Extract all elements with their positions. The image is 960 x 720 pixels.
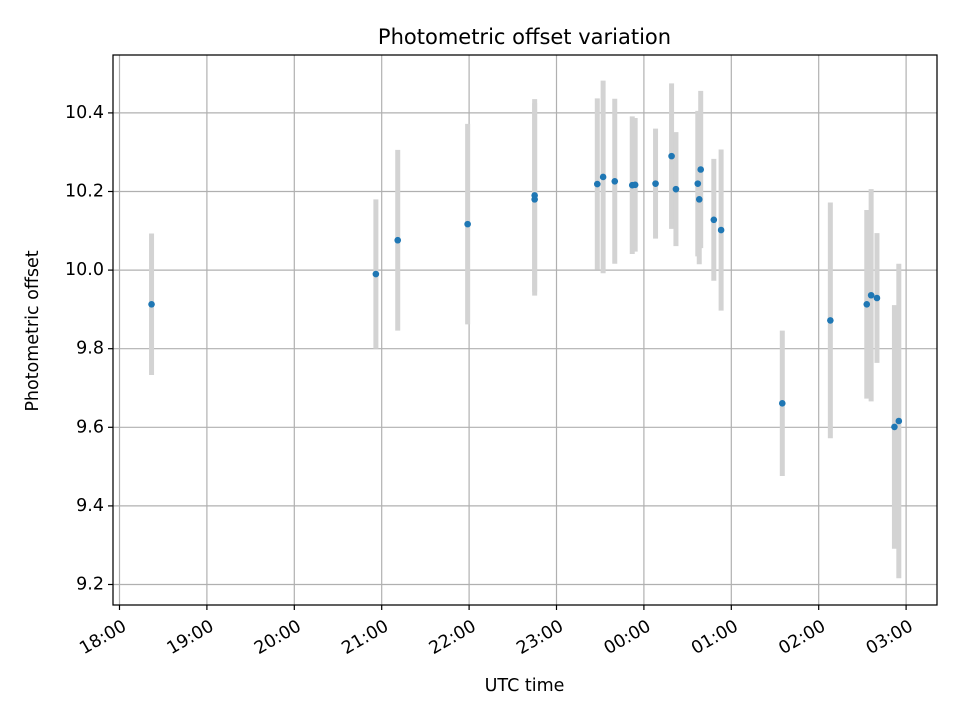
data-point <box>873 294 881 302</box>
y-tick-label: 10.0 <box>65 260 104 280</box>
y-tick-label: 9.8 <box>76 339 104 359</box>
y-tick-label: 9.6 <box>76 417 104 437</box>
x-tick-label: 01:00 <box>688 616 742 659</box>
plot-frame <box>112 54 938 606</box>
x-tick-label: 03:00 <box>863 616 917 659</box>
data-point <box>464 220 471 228</box>
y-tick-label: 9.2 <box>76 575 104 595</box>
data-point <box>593 180 601 188</box>
x-tick-label: 18:00 <box>76 616 130 659</box>
y-axis-label: Photometric offset <box>23 250 43 411</box>
x-axis-label: UTC time <box>485 676 565 696</box>
data-point <box>668 152 675 160</box>
data-point <box>717 226 725 234</box>
data-point <box>694 180 702 187</box>
y-axis-ticks: 9.2 9.4 9.6 9.8 10.0 10.2 10.4 <box>65 103 113 595</box>
x-tick-label: 19:00 <box>164 616 218 659</box>
grid <box>113 55 937 605</box>
data-point <box>672 185 680 193</box>
x-tick-label: 21:00 <box>339 616 393 659</box>
y-tick-label: 10.2 <box>65 182 104 202</box>
data-point <box>631 181 639 189</box>
data-point <box>599 173 607 181</box>
data-point <box>695 196 703 203</box>
data-point <box>867 291 875 299</box>
data-point <box>148 300 155 308</box>
x-axis-ticks: 18:00 19:00 20:00 21:00 22:00 23:00 00:00 01:00… <box>76 605 917 659</box>
data-point <box>710 216 718 224</box>
data-point <box>778 400 786 407</box>
y-tick-label: 9.4 <box>76 496 104 516</box>
data-point <box>863 300 871 308</box>
data-point <box>394 236 402 244</box>
data-point <box>652 180 659 187</box>
data-points <box>148 152 903 431</box>
x-tick-label: 23:00 <box>513 616 567 659</box>
x-tick-label: 02:00 <box>776 616 830 659</box>
x-tick-label: 20:00 <box>251 616 305 659</box>
data-point <box>372 270 380 278</box>
chart-title: Photometric offset variation <box>378 25 671 49</box>
x-tick-label: 22:00 <box>426 616 480 659</box>
data-point <box>697 166 705 173</box>
data-point <box>611 177 619 185</box>
error-bars <box>149 80 902 579</box>
data-point <box>531 192 538 199</box>
x-tick-label: 00:00 <box>601 616 655 659</box>
data-point <box>827 317 834 324</box>
data-point <box>895 417 903 425</box>
y-tick-label: 10.4 <box>65 103 104 123</box>
data-point <box>891 423 898 431</box>
